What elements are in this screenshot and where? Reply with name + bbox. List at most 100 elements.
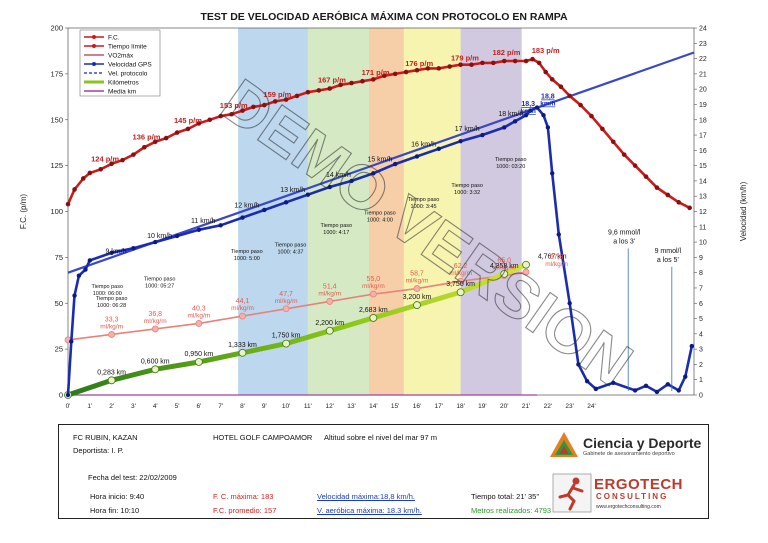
km-label: 0,283 km [97,369,126,376]
fc-point [240,108,245,113]
fc-point [447,64,453,69]
legend-label: Vel. protocolo [108,71,148,78]
gps-point [523,112,529,118]
fc-point [371,77,376,82]
vo2-point [457,277,465,285]
gps-point [584,379,590,384]
fc-point [98,166,104,172]
km-point [456,288,465,297]
y-left-tick-label: 100 [50,207,63,216]
vo2-point [282,305,290,313]
y-right-tick-label: 4 [699,331,703,338]
fc-label: 183 p/m [532,46,560,55]
fc-label: 159 p/m [263,90,291,99]
gps-point [436,146,442,152]
vo2-point [413,285,421,292]
fc-point [294,93,300,99]
fc-avg: F.C. promedio: 157 [213,506,277,515]
cd-subtitle: Gabinete de asesoramiento deportivo [583,451,675,457]
speed-aerobic: V. aeróbica máxima: 18.3 km/h. [317,506,422,515]
gps-point [541,112,546,118]
vo2-line [67,271,527,341]
fc-point [643,174,649,179]
gps-point [174,233,180,239]
x-tick-label: 1' [87,403,92,410]
speed-label: 14 km/h [326,172,351,179]
max-speed-unit: km/h [540,101,555,108]
y-right-tick-label: 22 [699,56,707,63]
gps-point [556,232,561,237]
fc-label: 182 p/m [492,48,520,57]
fc-point [610,139,616,145]
fc-point [632,163,638,168]
x-tick-label: 23' [565,403,573,410]
y-right-tick-label: 14 [699,178,707,185]
km-point [413,301,421,309]
vo2-label: 36,8 [148,311,162,318]
speed-label: 17 km/h [455,126,480,133]
gps-point [534,105,540,110]
meters-done: Metros realizados: 4793 [471,506,552,515]
km-label: 2,683 km [359,307,388,314]
fc-point [530,56,535,62]
protocol-band [460,28,522,395]
y-right-tick-label: 6 [699,301,703,308]
lactate-annotation-time: a los 5' [657,257,679,264]
triangle-logo-icon [550,432,578,457]
km-line [65,262,529,398]
y-right-tick-label: 1 [699,377,703,384]
fc-point [272,99,278,104]
max-speed-label: 18,8 [541,94,555,101]
vo2-unit: ml/kg/m [545,261,568,268]
gps-point [665,382,671,387]
gps-point [567,301,572,306]
runner-logo-icon [552,473,592,513]
gps-point [689,343,695,349]
fc-point [687,205,692,211]
gps-point [458,138,463,144]
vo2-unit: ml/kg/m [318,290,341,297]
gps-point [593,386,599,392]
y-right-tick-label: 20 [699,87,707,94]
gps-point [69,339,74,344]
gps-point [349,178,354,184]
fc-point [80,176,86,181]
test-info-panel: FC RUBIN, KAZAN HOTEL GOLF CAMPOAMOR Alt… [58,424,709,519]
vo2-label: 62,2 [454,263,468,270]
vo2-unit: ml/kg/m [144,318,167,325]
vo2-point [522,268,530,276]
x-tick-label: 5' [175,403,180,410]
gps-point [87,258,93,263]
lactate-annotation-time: a los 3' [613,238,635,245]
gps-point [632,388,638,393]
gps-point [76,273,82,278]
fc-point [262,102,267,108]
x-tick-label: 18' [456,403,464,410]
gps-point [550,171,555,176]
ergo-subtitle: CONSULTING [596,492,669,501]
fc-point [142,144,147,150]
fc-point [360,78,365,84]
gps-point [153,239,158,245]
fc-point [251,104,256,110]
vo2-label: 67,8 [550,254,564,261]
cd-title: Ciencia y Deporte [583,435,702,451]
km-point [194,358,203,366]
legend: F.C. Tiempo límite VO2máx Velocidad GPS Vel.… [79,29,161,97]
fc-point [501,58,507,64]
vo2-label: 65,0 [497,258,511,265]
y-right-tick-label: 3 [699,347,703,354]
legend-label: VO2máx [108,53,134,60]
x-tick-label: 0' [66,403,71,410]
fc-point [558,84,564,90]
fc-point [469,62,474,67]
y-left-tick-label: 200 [50,24,63,33]
x-tick-label: 3' [131,403,136,410]
y-right-tick-label: 16 [699,148,707,155]
protocol-band [369,28,404,395]
vo2-point [151,325,159,333]
gps-point [72,293,77,298]
legend-label: Tiempo límite [108,44,147,51]
fc-point [87,170,93,176]
fc-point [65,201,71,207]
